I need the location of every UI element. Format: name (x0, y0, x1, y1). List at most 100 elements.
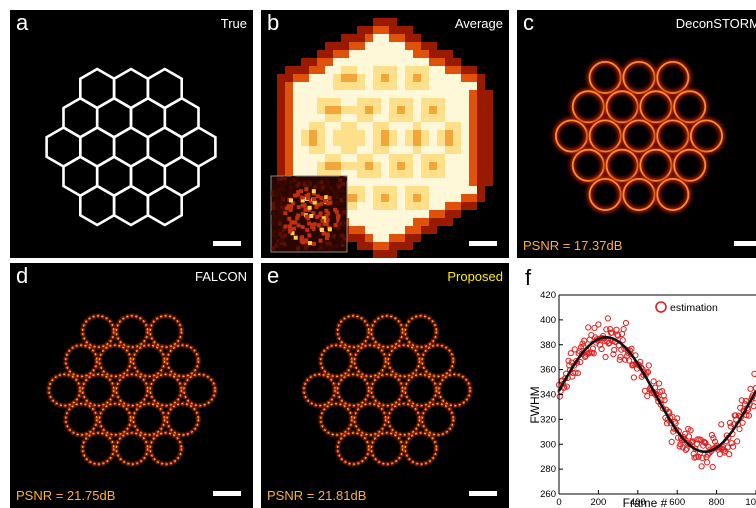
image-pixel (397, 122, 405, 130)
image-pixel (389, 250, 397, 258)
image-pixel (397, 170, 405, 178)
image-pixel (405, 178, 413, 186)
inset-pixel (276, 242, 281, 247)
image-pixel (381, 34, 389, 42)
image-pixel (381, 66, 389, 74)
estimation-point (660, 392, 667, 399)
image-pixel (373, 218, 381, 226)
estimation-point (739, 419, 746, 426)
image-pixel (365, 194, 373, 202)
image-pixel (389, 66, 397, 74)
inset-pixel (279, 194, 284, 199)
inset-pixel (338, 178, 343, 183)
image-pixel (413, 34, 421, 42)
image-pixel (421, 66, 429, 74)
image-pixel (453, 130, 461, 138)
image-pixel (413, 42, 421, 50)
ring (656, 119, 690, 153)
image-pixel (341, 146, 349, 154)
image-pixel (437, 50, 445, 58)
estimation-point (747, 385, 754, 392)
image-pixel (477, 162, 485, 170)
image-pixel (373, 138, 381, 146)
inset-pixel (283, 211, 288, 216)
inset-pixel (278, 238, 283, 243)
image-pixel (381, 122, 389, 130)
inset-pixel (312, 222, 317, 227)
ring (353, 344, 387, 378)
inset-pixel (291, 176, 296, 180)
image-pixel (445, 90, 453, 98)
x-tick-label: 1000 (745, 497, 756, 508)
image-pixel (333, 58, 341, 66)
image-pixel (421, 170, 429, 178)
image-pixel (333, 42, 341, 50)
image-pixel (421, 74, 429, 82)
image-pixel (381, 194, 389, 202)
image-pixel (437, 98, 445, 106)
image-pixel (357, 90, 365, 98)
psnr-label: PSNR = 21.81dB (267, 488, 367, 503)
image-pixel (285, 154, 293, 162)
inset-pixel (288, 179, 293, 184)
image-pixel (349, 234, 357, 242)
image-pixel (285, 130, 293, 138)
image-pixel (429, 66, 437, 74)
image-pixel (413, 218, 421, 226)
image-pixel (389, 162, 397, 170)
image-pixel (453, 146, 461, 154)
inset-pixel (293, 193, 298, 198)
image-pixel (349, 170, 357, 178)
image-pixel (325, 138, 333, 146)
image-pixel (301, 90, 309, 98)
image-pixel (421, 82, 429, 90)
image-pixel (461, 202, 469, 210)
image-pixel (421, 186, 429, 194)
image-pixel (389, 98, 397, 106)
image-pixel (485, 154, 493, 162)
image-pixel (349, 146, 357, 154)
image-pixel (357, 106, 365, 114)
image-pixel (341, 74, 349, 82)
image-pixel (405, 114, 413, 122)
image-pixel (405, 170, 413, 178)
image-pixel (405, 146, 413, 154)
image-pixel (293, 138, 301, 146)
ring (404, 315, 437, 348)
image-pixel (309, 114, 317, 122)
image-pixel (333, 170, 341, 178)
image-pixel (349, 218, 357, 226)
image-pixel (357, 122, 365, 130)
inset-pixel (331, 244, 336, 249)
image-pixel (325, 66, 333, 74)
inset-pixel (325, 241, 330, 246)
image-pixel (373, 98, 381, 106)
image-pixel (421, 130, 429, 138)
image-pixel (405, 194, 413, 202)
image-pixel (365, 90, 373, 98)
image-pixel (437, 154, 445, 162)
image-pixel (317, 114, 325, 122)
image-pixel (373, 202, 381, 210)
image-pixel (301, 130, 309, 138)
image-pixel (469, 178, 477, 186)
image-pixel (309, 74, 317, 82)
inset-pixel (315, 194, 320, 199)
inset-pixel (275, 206, 280, 211)
image-pixel (341, 82, 349, 90)
image-pixel (349, 162, 357, 170)
image-pixel (285, 98, 293, 106)
image-pixel (365, 130, 373, 138)
image-pixel (405, 26, 413, 34)
image-pixel (341, 122, 349, 130)
inset-pixel (279, 184, 284, 189)
inset-pixel (277, 211, 282, 216)
ring (588, 119, 622, 153)
inset-pixel (319, 188, 324, 193)
image-pixel (381, 170, 389, 178)
image-pixel (349, 202, 357, 210)
inset-pixel (300, 225, 305, 229)
image-pixel (445, 178, 453, 186)
image-pixel (325, 74, 333, 82)
image-pixel (413, 210, 421, 218)
